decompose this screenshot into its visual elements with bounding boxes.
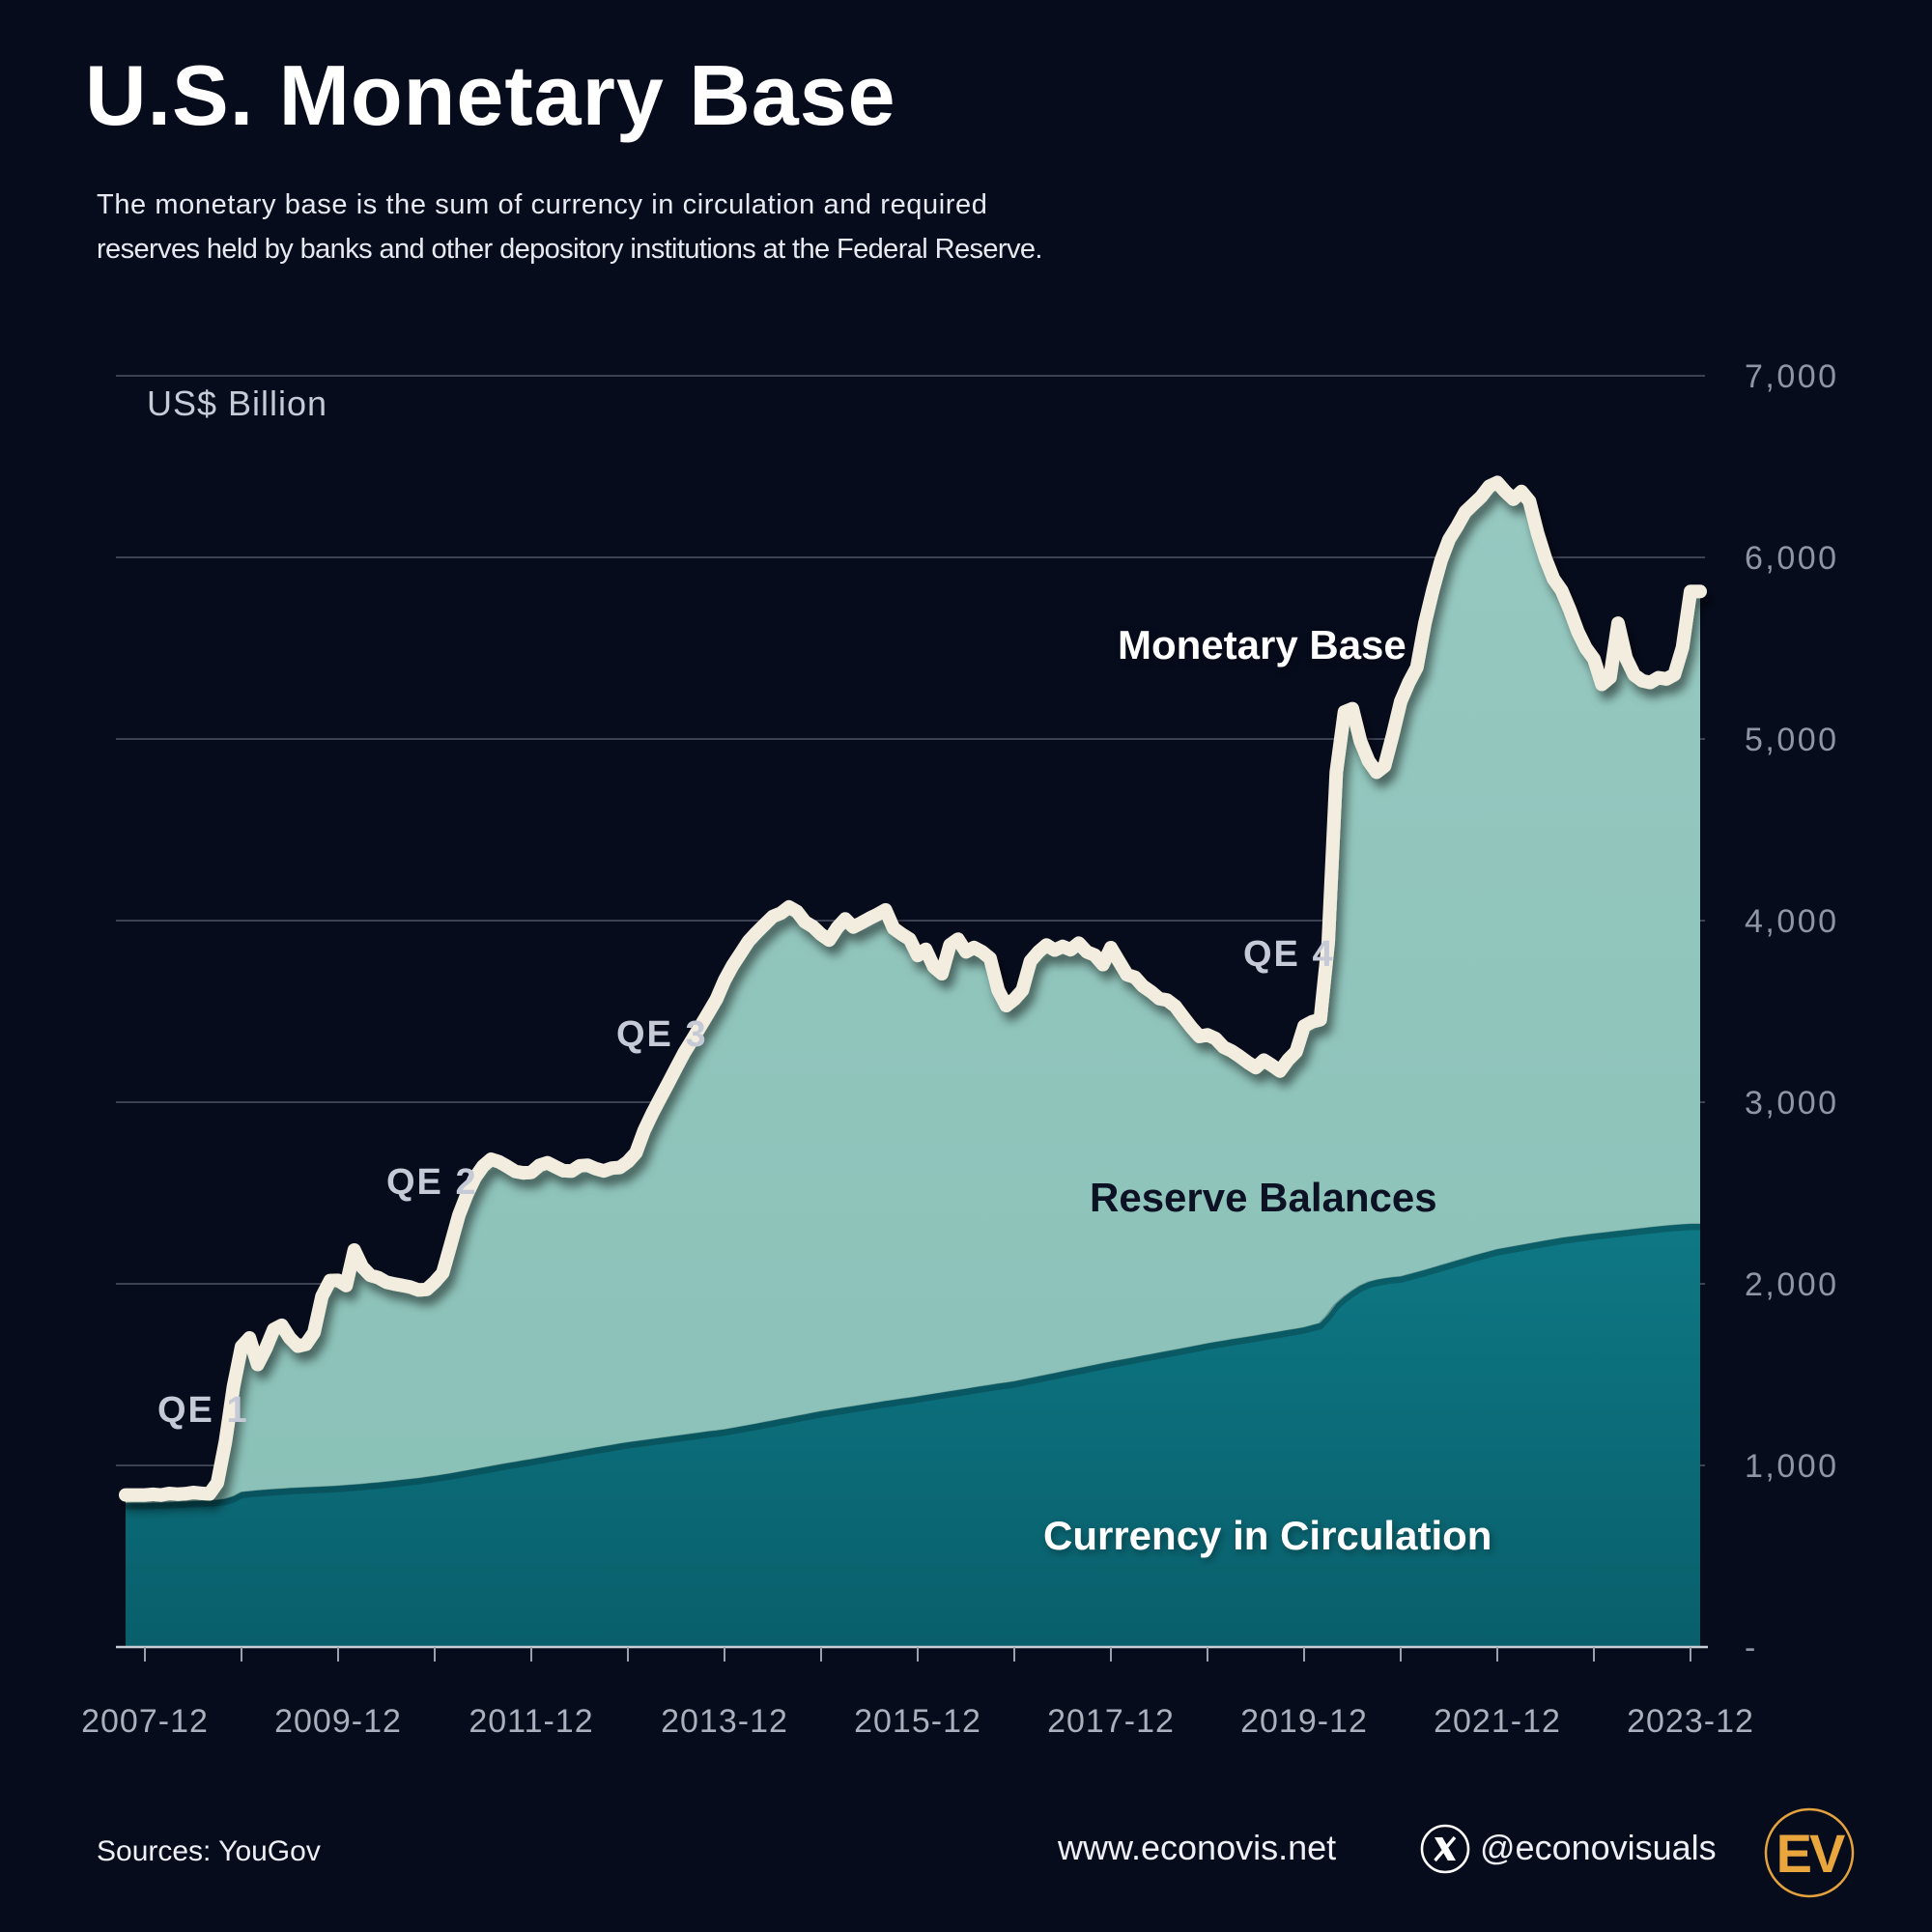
page-subtitle-line2: reserves held by banks and other deposit… [97, 234, 1042, 265]
y-tick-3000: 3,000 [1745, 1085, 1839, 1122]
label-reserve-balances: Reserve Balances [1090, 1175, 1437, 1220]
x-tick-2019: 2019-12 [1240, 1703, 1368, 1740]
qe-annotations: QE 1 QE 2 QE 3 QE 4 [157, 934, 1335, 1431]
y-axis-unit-label: US$ Billion [147, 384, 327, 423]
y-tick-4000: 4,000 [1745, 903, 1839, 940]
y-tick-5000: 5,000 [1745, 722, 1839, 758]
y-tick-7000: 7,000 [1745, 358, 1839, 395]
annotation-qe1: QE 1 [157, 1390, 249, 1431]
x-tick-2013: 2013-12 [661, 1703, 788, 1740]
econovisuals-logo: EV [1764, 1807, 1855, 1898]
x-social-icon[interactable] [1418, 1822, 1472, 1876]
sources-note: Sources: YouGov [97, 1835, 321, 1867]
monetary-base-line [119, 475, 1707, 1502]
y-tick-2000: 2,000 [1745, 1266, 1839, 1303]
x-axis-labels: 2007-12 2009-12 2011-12 2013-12 2015-12 … [81, 1703, 1754, 1740]
page-subtitle-line1: The monetary base is the sum of currency… [97, 189, 988, 220]
x-tick-2007: 2007-12 [81, 1703, 209, 1740]
x-tick-2023: 2023-12 [1627, 1703, 1754, 1740]
y-tick-6000: 6,000 [1745, 540, 1839, 577]
currency-boundary-shadow [126, 1223, 1700, 1510]
annotation-qe4: QE 4 [1243, 934, 1335, 975]
annotation-qe2: QE 2 [386, 1162, 478, 1203]
label-currency-in-circulation: Currency in Circulation [1043, 1513, 1492, 1558]
annotation-qe3: QE 3 [616, 1014, 708, 1055]
website-link[interactable]: www.econovis.net [1058, 1828, 1337, 1867]
label-monetary-base: Monetary Base [1118, 622, 1406, 668]
y-tick-zero: - [1745, 1630, 1758, 1666]
x-tick-2017: 2017-12 [1047, 1703, 1175, 1740]
x-tick-2015: 2015-12 [854, 1703, 981, 1740]
y-tick-1000: 1,000 [1745, 1448, 1839, 1485]
x-tick-2009: 2009-12 [274, 1703, 402, 1740]
x-tick-2021: 2021-12 [1434, 1703, 1561, 1740]
y-axis-labels: 7,000 6,000 5,000 4,000 3,000 2,000 1,00… [1745, 358, 1839, 1666]
page-title: U.S. Monetary Base [85, 47, 896, 143]
x-tick-2011: 2011-12 [469, 1703, 593, 1740]
currency-in-circulation-area [126, 1224, 1700, 1647]
social-handle[interactable]: @econovisuals [1480, 1828, 1717, 1867]
x-axis-ticks [144, 1647, 1691, 1662]
logo-text: EV [1776, 1823, 1845, 1884]
